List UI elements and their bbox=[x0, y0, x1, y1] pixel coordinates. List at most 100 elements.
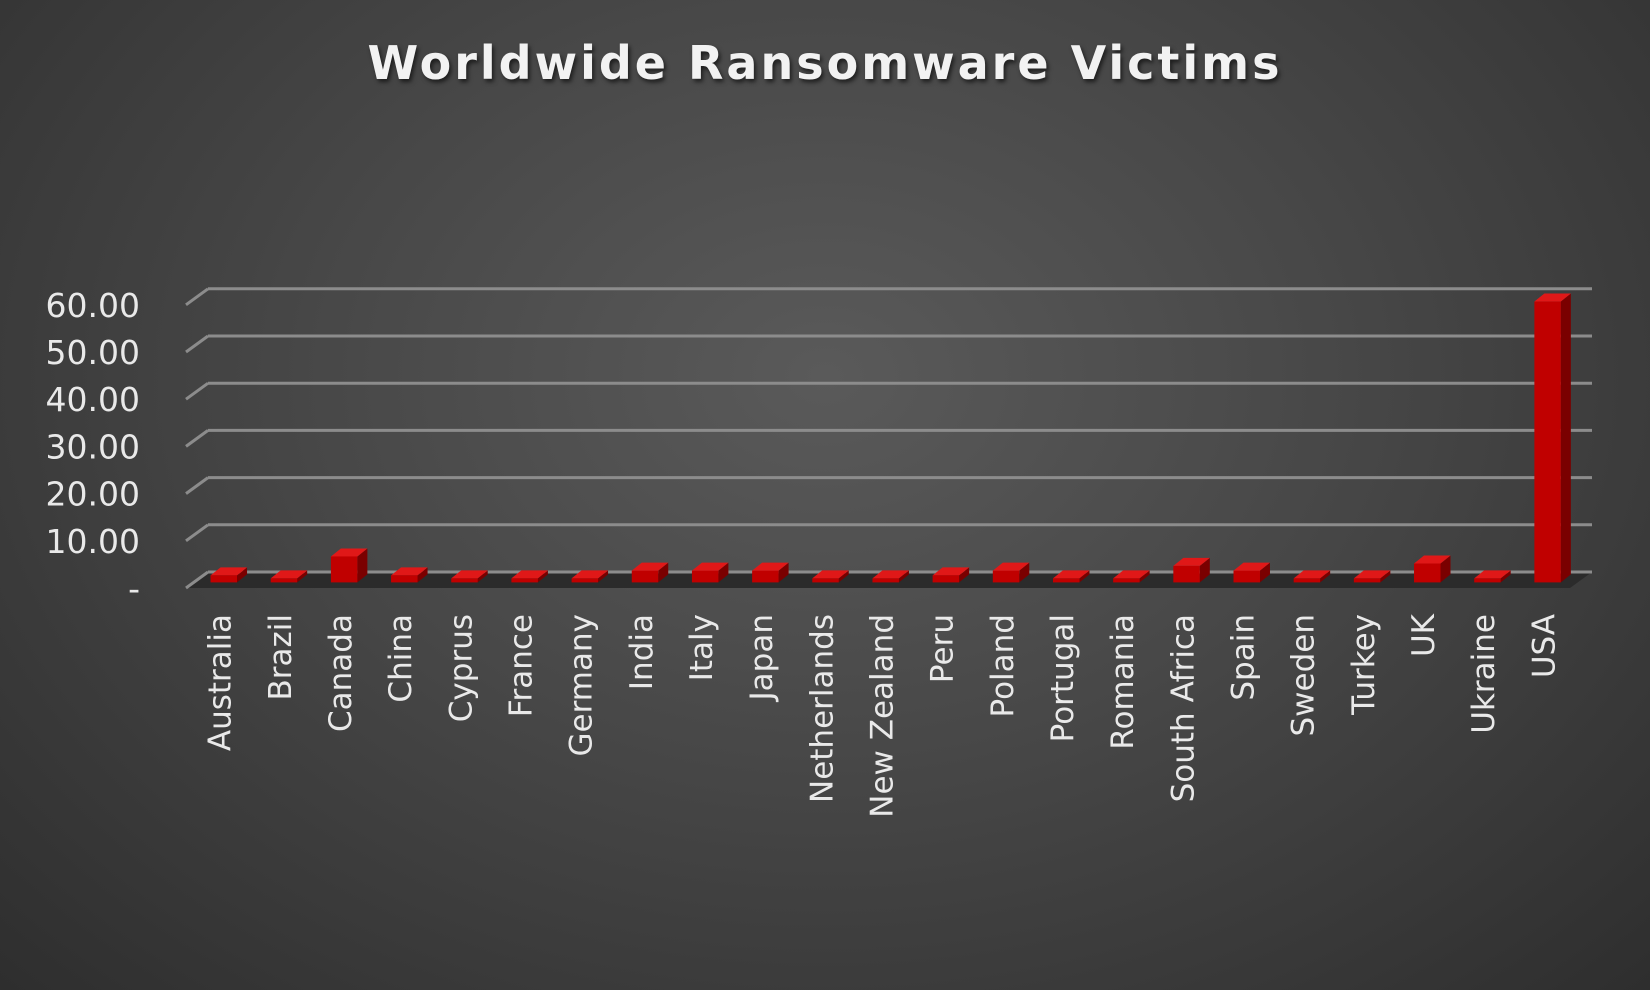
bar bbox=[691, 562, 729, 583]
gridline-depth bbox=[185, 476, 209, 495]
x-tick-label: Poland bbox=[985, 614, 1021, 718]
bar-side bbox=[959, 567, 970, 583]
bar bbox=[1233, 562, 1270, 583]
bar-top bbox=[1474, 570, 1511, 579]
gridline-group bbox=[185, 428, 1592, 448]
x-tick-label: Brazil bbox=[263, 614, 299, 701]
x-tick-label: Netherlands bbox=[804, 614, 840, 803]
bar-front bbox=[691, 570, 719, 583]
bar-side bbox=[1019, 562, 1030, 583]
bar bbox=[571, 570, 609, 583]
bar-front bbox=[631, 570, 659, 583]
bar-top bbox=[1113, 570, 1150, 579]
bar-front bbox=[391, 575, 418, 583]
bar bbox=[992, 562, 1030, 583]
bar-side bbox=[477, 570, 488, 583]
bar-top bbox=[631, 562, 669, 571]
bar bbox=[812, 570, 849, 583]
gridline-depth bbox=[185, 287, 209, 307]
bar-front bbox=[752, 570, 779, 583]
x-tick-label: UK bbox=[1406, 613, 1442, 657]
bar-side bbox=[237, 567, 248, 583]
x-tick-label: Peru bbox=[925, 614, 961, 683]
bar-top bbox=[1353, 570, 1391, 579]
y-tick-label: 10.00 bbox=[46, 522, 140, 561]
bar-front bbox=[330, 556, 358, 583]
bar-front bbox=[1293, 578, 1321, 583]
bar-side bbox=[1199, 557, 1210, 583]
x-tick-label: Cyprus bbox=[443, 614, 479, 722]
bar-side bbox=[898, 570, 909, 583]
bar-front bbox=[571, 578, 599, 583]
bar bbox=[752, 562, 789, 583]
bar bbox=[1052, 570, 1090, 583]
bar bbox=[511, 570, 548, 583]
bar-top bbox=[391, 567, 428, 576]
bar bbox=[631, 562, 669, 583]
bar-top bbox=[1233, 562, 1270, 571]
bar-top bbox=[872, 570, 909, 579]
bar-front bbox=[210, 575, 238, 583]
gridline-group bbox=[185, 287, 1592, 307]
x-tick-label: India bbox=[624, 614, 660, 690]
y-tick-label: 20.00 bbox=[46, 475, 140, 514]
bar bbox=[451, 570, 488, 583]
gridline-group bbox=[185, 523, 1592, 543]
bar-top bbox=[210, 567, 248, 576]
bar bbox=[270, 570, 308, 583]
x-tick-label: Australia bbox=[203, 614, 239, 751]
bar-side bbox=[838, 570, 849, 583]
bar-side bbox=[1440, 555, 1451, 583]
y-tick-label: - bbox=[128, 569, 140, 608]
bar bbox=[1474, 570, 1511, 583]
bar-front bbox=[1173, 565, 1200, 583]
bar-side bbox=[718, 562, 729, 583]
bar bbox=[1534, 293, 1571, 583]
gridline-depth bbox=[185, 570, 209, 590]
bar-front bbox=[1353, 578, 1381, 583]
bar-top bbox=[270, 570, 308, 579]
bar bbox=[872, 570, 909, 583]
bar bbox=[1414, 555, 1451, 583]
bar-side bbox=[357, 548, 368, 583]
bar-front bbox=[1052, 578, 1080, 583]
bar-side bbox=[1560, 293, 1571, 583]
bar bbox=[1173, 557, 1210, 583]
bar bbox=[330, 548, 368, 583]
bar-front bbox=[1474, 578, 1501, 583]
x-tick-label: New Zealand bbox=[865, 614, 901, 818]
x-tick-label: Japan bbox=[744, 614, 780, 702]
bar-top bbox=[691, 562, 729, 571]
bar-top bbox=[451, 570, 488, 579]
bar-side bbox=[778, 562, 789, 583]
bar-front bbox=[511, 578, 538, 583]
y-tick-label: 60.00 bbox=[46, 286, 140, 325]
x-tick-label: South Africa bbox=[1165, 614, 1201, 802]
bar-side bbox=[417, 567, 428, 583]
bar-front bbox=[1534, 301, 1561, 583]
bar bbox=[210, 567, 248, 583]
bar-top bbox=[1173, 557, 1210, 566]
x-tick-label: Romania bbox=[1105, 614, 1141, 750]
x-tick-label: Portugal bbox=[1045, 614, 1081, 742]
bar-front bbox=[812, 578, 839, 583]
bar-front bbox=[1414, 563, 1441, 583]
gridline-depth bbox=[185, 381, 209, 401]
gridline-depth bbox=[185, 429, 209, 448]
bar-front bbox=[270, 578, 298, 583]
bar-top bbox=[1414, 555, 1451, 564]
gridline-group bbox=[185, 334, 1592, 354]
bar-top bbox=[932, 567, 970, 576]
x-tick-label: France bbox=[503, 614, 539, 717]
bar-top bbox=[752, 562, 789, 571]
bar bbox=[1293, 570, 1331, 583]
bar-top bbox=[1293, 570, 1331, 579]
y-tick-label: 40.00 bbox=[46, 380, 140, 419]
bar-top bbox=[511, 570, 548, 579]
bar-top bbox=[812, 570, 849, 579]
bar bbox=[1353, 570, 1391, 583]
x-tick-label: USA bbox=[1526, 614, 1562, 678]
y-tick-label: 50.00 bbox=[46, 333, 140, 372]
bar-front bbox=[932, 575, 960, 583]
